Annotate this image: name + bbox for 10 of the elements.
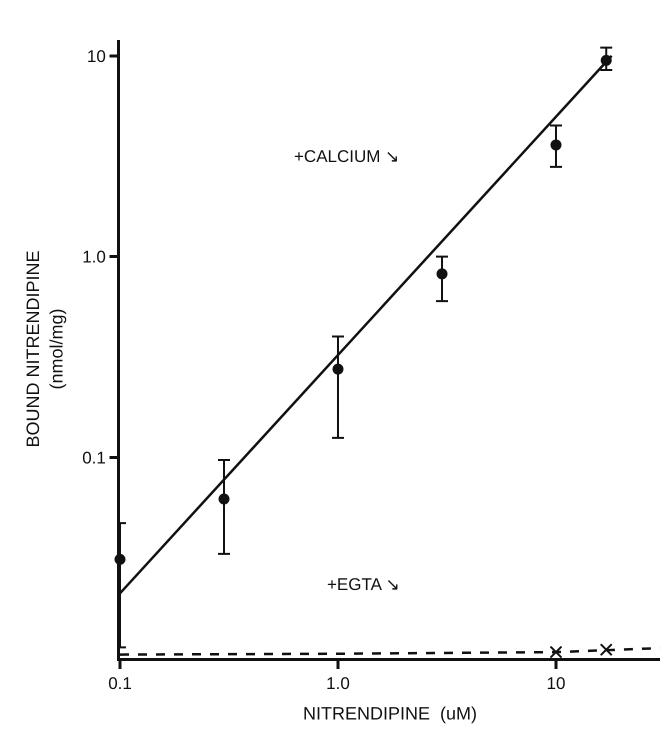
y-tick-label: 10 [86,46,106,66]
x-tick-label: 0.1 [108,674,132,694]
x-axis-title: NITRENDIPINE (uM) [302,703,478,724]
y-axis-title: BOUND NITRENDIPINE (nmol/mg) [23,250,66,448]
x-tick-label: 1.0 [326,674,350,694]
y-tick-label: 1.0 [82,248,106,267]
y-tick-label: 0.1 [82,448,106,468]
x-tick-label: 10 [546,674,566,694]
annotation: +CALCIUM ↘ [294,147,400,166]
annotation: +EGTA ↘ [327,575,400,594]
